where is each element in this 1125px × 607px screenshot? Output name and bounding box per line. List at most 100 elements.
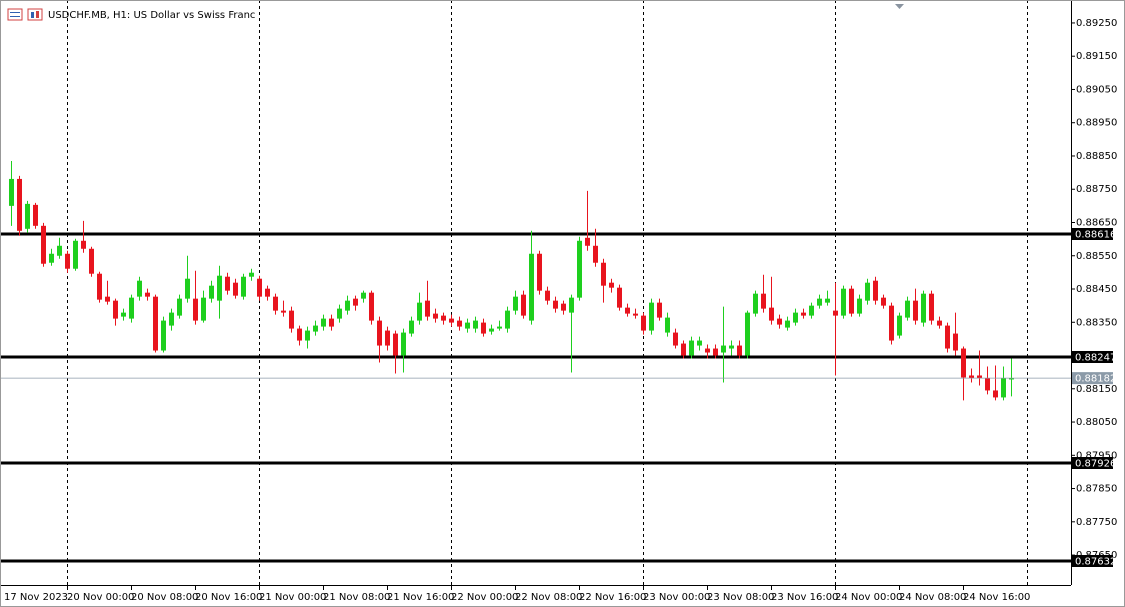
candle-body [97, 273, 102, 300]
candle-body [41, 225, 46, 264]
candle-body [329, 318, 334, 327]
x-tick-label: 22 Nov 08:00 [515, 592, 582, 603]
y-tick-label: 0.89250 [1076, 18, 1117, 29]
level-label: 0.87926 [1075, 459, 1116, 470]
candle-body [57, 245, 62, 256]
candle-body [641, 315, 646, 331]
shift-marker [895, 4, 904, 9]
candle-body [489, 328, 494, 332]
level-label-box [1072, 555, 1113, 567]
candle-body [737, 345, 742, 356]
icon-frame [7, 8, 23, 21]
current-price-box [1072, 372, 1113, 385]
x-tick-label: 23 Nov 16:00 [771, 592, 838, 603]
candle-body [857, 298, 862, 314]
candle-body [345, 300, 350, 311]
candle-body [241, 276, 246, 297]
candle-body [65, 253, 70, 269]
x-tick-label: 20 Nov 00:00 [67, 592, 134, 603]
candle-body [273, 296, 278, 311]
candle-body [929, 293, 934, 321]
candle-body [681, 343, 686, 356]
candle-body [105, 296, 110, 302]
candle-body [521, 294, 526, 316]
candle-body [593, 245, 598, 263]
candle-body [969, 375, 974, 379]
candle-body [1001, 378, 1006, 398]
x-tick-label: 20 Nov 08:00 [131, 592, 198, 603]
candle-body [169, 312, 174, 326]
candle-body [137, 280, 142, 297]
candle-body [321, 318, 326, 327]
candle-body [913, 300, 918, 321]
candle-body [921, 293, 926, 323]
candle-body [129, 297, 134, 319]
candle-body [249, 272, 254, 277]
candle-body [697, 340, 702, 346]
y-tick-label: 0.89150 [1076, 51, 1117, 62]
candle-body [961, 348, 966, 378]
chart-title: USDCHF.MB, H1: US Dollar vs Swiss Franc [48, 10, 255, 21]
x-tick-label: 21 Nov 00:00 [259, 592, 326, 603]
candle-body [769, 307, 774, 321]
candle-body [649, 302, 654, 331]
candle-body [201, 297, 206, 321]
y-tick-label: 0.89050 [1076, 84, 1117, 95]
candle-body [561, 303, 566, 311]
candle-body [225, 276, 230, 291]
candle-body [457, 320, 462, 327]
candle-body [49, 253, 54, 263]
level-label: 0.88247 [1075, 353, 1116, 364]
candle-body [945, 325, 950, 349]
candle-body [873, 280, 878, 301]
candle-body [569, 297, 574, 313]
y-tick-label: 0.88750 [1076, 184, 1117, 195]
candle-body [385, 330, 390, 346]
y-tick-label: 0.88350 [1076, 317, 1117, 328]
x-tick-label: 23 Nov 08:00 [707, 592, 774, 603]
candle-body [433, 313, 438, 319]
x-tick-label: 21 Nov 08:00 [323, 592, 390, 603]
candle-body [705, 348, 710, 353]
candle-body [673, 332, 678, 346]
candle-body [449, 318, 454, 323]
x-tick-label: 24 Nov 16:00 [963, 592, 1030, 603]
candle-body [881, 297, 886, 306]
y-tick-label: 0.88050 [1076, 417, 1117, 428]
candle-body [193, 298, 198, 321]
candle-body [425, 300, 430, 317]
candle-body [441, 315, 446, 321]
x-tick-label: 23 Nov 00:00 [643, 592, 710, 603]
candle-body [465, 322, 470, 329]
candle-body [841, 288, 846, 316]
candle-body [937, 320, 942, 326]
candle-body [337, 308, 342, 319]
candle-body [353, 298, 358, 306]
candle-body [121, 312, 126, 317]
candle-body [33, 204, 38, 226]
candle-body [281, 310, 286, 313]
candle-body [713, 348, 718, 356]
candle-body [753, 293, 758, 314]
candle-body [89, 248, 94, 274]
candle-body [889, 305, 894, 341]
candle-body [145, 292, 150, 297]
candle-body [481, 322, 486, 334]
x-tick-label: 17 Nov 2023 [4, 592, 68, 603]
candle-body [153, 296, 158, 351]
candle-body [177, 298, 182, 316]
candle-body [777, 318, 782, 325]
y-tick-label: 0.88550 [1076, 251, 1117, 262]
candle-body [953, 333, 958, 351]
y-tick-label: 0.88450 [1076, 284, 1117, 295]
candle-body [377, 320, 382, 346]
current-price-label: 0.88182 [1075, 374, 1116, 385]
candle-body [985, 378, 990, 391]
x-tick-label: 22 Nov 00:00 [451, 592, 518, 603]
candle-body [361, 292, 366, 299]
candle-body [417, 302, 422, 321]
candle-body [209, 285, 214, 299]
icon-frame [27, 8, 43, 21]
level-label-box [1072, 228, 1113, 240]
